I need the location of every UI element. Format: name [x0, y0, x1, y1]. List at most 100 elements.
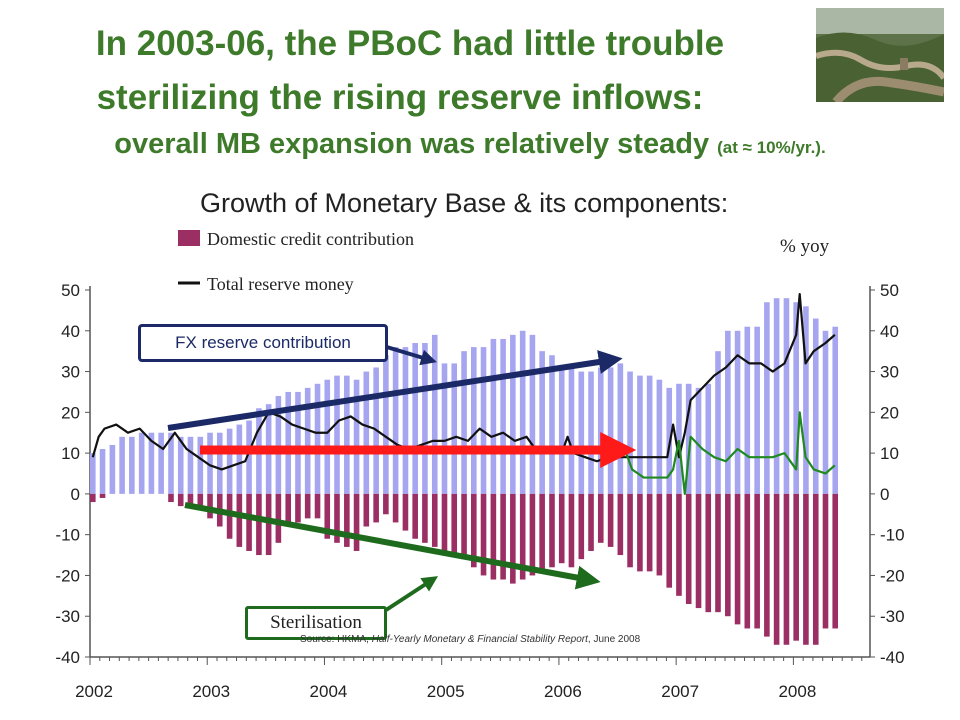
domestic-credit-bar	[588, 493, 594, 551]
fx-reserve-bar	[275, 396, 282, 494]
domestic-credit-bar	[471, 493, 477, 568]
domestic-credit-bar	[607, 493, 614, 547]
fx-reserve-bar	[734, 330, 741, 494]
domestic-credit-bar	[754, 493, 760, 629]
y-tick-label-left: 50	[61, 281, 80, 300]
fx-reserve-bar	[519, 330, 526, 494]
y-tick-label-right: -10	[880, 526, 905, 545]
fx-reserve-bar	[344, 375, 350, 494]
fx-reserve-bar	[597, 367, 604, 494]
fx-reserve-bar	[685, 383, 692, 494]
fx-reserve-bar	[197, 436, 204, 494]
domestic-credit-bar	[334, 493, 340, 543]
fx-reserve-bar	[129, 436, 135, 494]
fx-reserve-bar	[246, 420, 252, 494]
fx-trend-arrow	[167, 350, 623, 431]
domestic-credit-bar	[373, 493, 379, 523]
domestic-credit-bar	[441, 493, 448, 551]
domestic-credit-bar	[617, 493, 624, 556]
fx-reserve-bar	[676, 383, 682, 494]
y-tick-label-left: 20	[61, 403, 80, 422]
domestic-credit-bar	[99, 493, 106, 498]
fx-reserve-bar	[295, 391, 301, 494]
fx-reserve-bar	[90, 453, 96, 494]
fx-reserve-bar	[109, 444, 116, 494]
fx-reserve-bar	[646, 375, 653, 494]
y-tick-label-right: 0	[880, 485, 889, 504]
fx-reserve-bar	[754, 326, 760, 494]
domestic-credit-bar	[803, 493, 809, 645]
y-tick-label-right: 30	[880, 363, 899, 382]
domestic-credit-bar	[510, 493, 516, 584]
fx-reserve-bar	[226, 428, 233, 494]
domestic-credit-bar	[764, 493, 770, 637]
fx-reserve-bar	[148, 432, 155, 494]
great-wall-photo-icon	[816, 8, 944, 102]
title-line-3-note: (at ≈ 10%/yr.).	[717, 138, 826, 157]
domestic-credit-bar	[90, 493, 96, 503]
domestic-credit-bar	[676, 493, 682, 596]
fx-reserve-bar	[617, 363, 624, 494]
fx-reserve-bar	[431, 334, 438, 494]
domestic-credit-bar	[734, 493, 741, 625]
fx-reserve-bar	[402, 347, 409, 494]
domestic-credit-bar	[344, 493, 350, 547]
source-suffix: , June 2008	[587, 634, 641, 645]
domestic-credit-bar	[256, 493, 262, 556]
fx-callout-pointer	[379, 343, 437, 366]
domestic-credit-bar	[519, 493, 526, 580]
fx-reserve-bar	[607, 367, 614, 494]
fx-reserve-bar	[812, 318, 819, 494]
domestic-credit-bar	[539, 493, 545, 572]
fx-reserve-bar	[304, 387, 311, 494]
fx-reserve-bar	[158, 432, 164, 494]
domestic-credit-bar	[461, 493, 467, 560]
fx-reserve-bar	[588, 371, 594, 494]
y-tick-label-left: -10	[55, 526, 80, 545]
fx-reserve-bar	[832, 326, 839, 494]
domestic-credit-bar	[705, 493, 712, 613]
fx-reserve-bar	[725, 330, 731, 494]
domestic-credit-bar	[666, 493, 673, 588]
fx-reserve-bar	[392, 347, 399, 494]
y-tick-label-right: -20	[880, 566, 905, 585]
fx-reserve-bar	[99, 449, 106, 494]
fx-reserve-bar	[422, 343, 428, 494]
domestic-credit-bar	[832, 493, 839, 629]
green-overlay-line	[614, 411, 836, 495]
domestic-credit-bar	[578, 493, 585, 560]
domestic-credit-bar	[558, 493, 565, 564]
domestic-credit-bar	[383, 493, 389, 515]
y-tick-label-left: -30	[55, 607, 80, 626]
fx-reserve-bar	[353, 379, 360, 494]
y-tick-label-right: 20	[880, 403, 899, 422]
fx-reserve-bar	[529, 334, 536, 494]
domestic-credit-bar	[187, 493, 194, 507]
title-line-3: overall MB expansion was relatively stea…	[0, 128, 950, 161]
title-line-2: sterilizing the rising reserve inflows:	[96, 78, 704, 117]
legend-swatch-domestic	[178, 230, 200, 246]
fx-reserve-bar	[207, 432, 213, 494]
fx-reserve-bar	[451, 363, 458, 494]
domestic-credit-bar	[304, 493, 311, 519]
fx-reserve-bar	[656, 379, 663, 494]
domestic-credit-bar	[168, 493, 174, 503]
domestic-credit-bar	[568, 493, 575, 568]
domestic-credit-bar	[314, 493, 321, 519]
fx-reserve-bar	[500, 338, 506, 494]
domestic-credit-bar	[402, 493, 409, 531]
y-tick-label-right: 10	[880, 444, 899, 463]
fx-reserve-bar	[803, 306, 809, 494]
fx-reserve-bar	[695, 387, 702, 494]
sterilisation-callout: Sterilisation	[245, 606, 387, 640]
source-note: Source: HKMA, Half-Yearly Monetary & Fin…	[300, 634, 640, 645]
x-tick-label: 2007	[661, 682, 699, 701]
domestic-credit-bar	[207, 493, 213, 519]
fx-reserve-bar	[236, 424, 243, 494]
fx-reserve-bar	[412, 343, 418, 494]
domestic-credit-bar	[422, 493, 428, 543]
domestic-credit-bar	[246, 493, 252, 551]
y-tick-label-left: 0	[71, 485, 80, 504]
unit-label: % yoy	[780, 236, 830, 257]
domestic-credit-bar	[773, 493, 780, 645]
